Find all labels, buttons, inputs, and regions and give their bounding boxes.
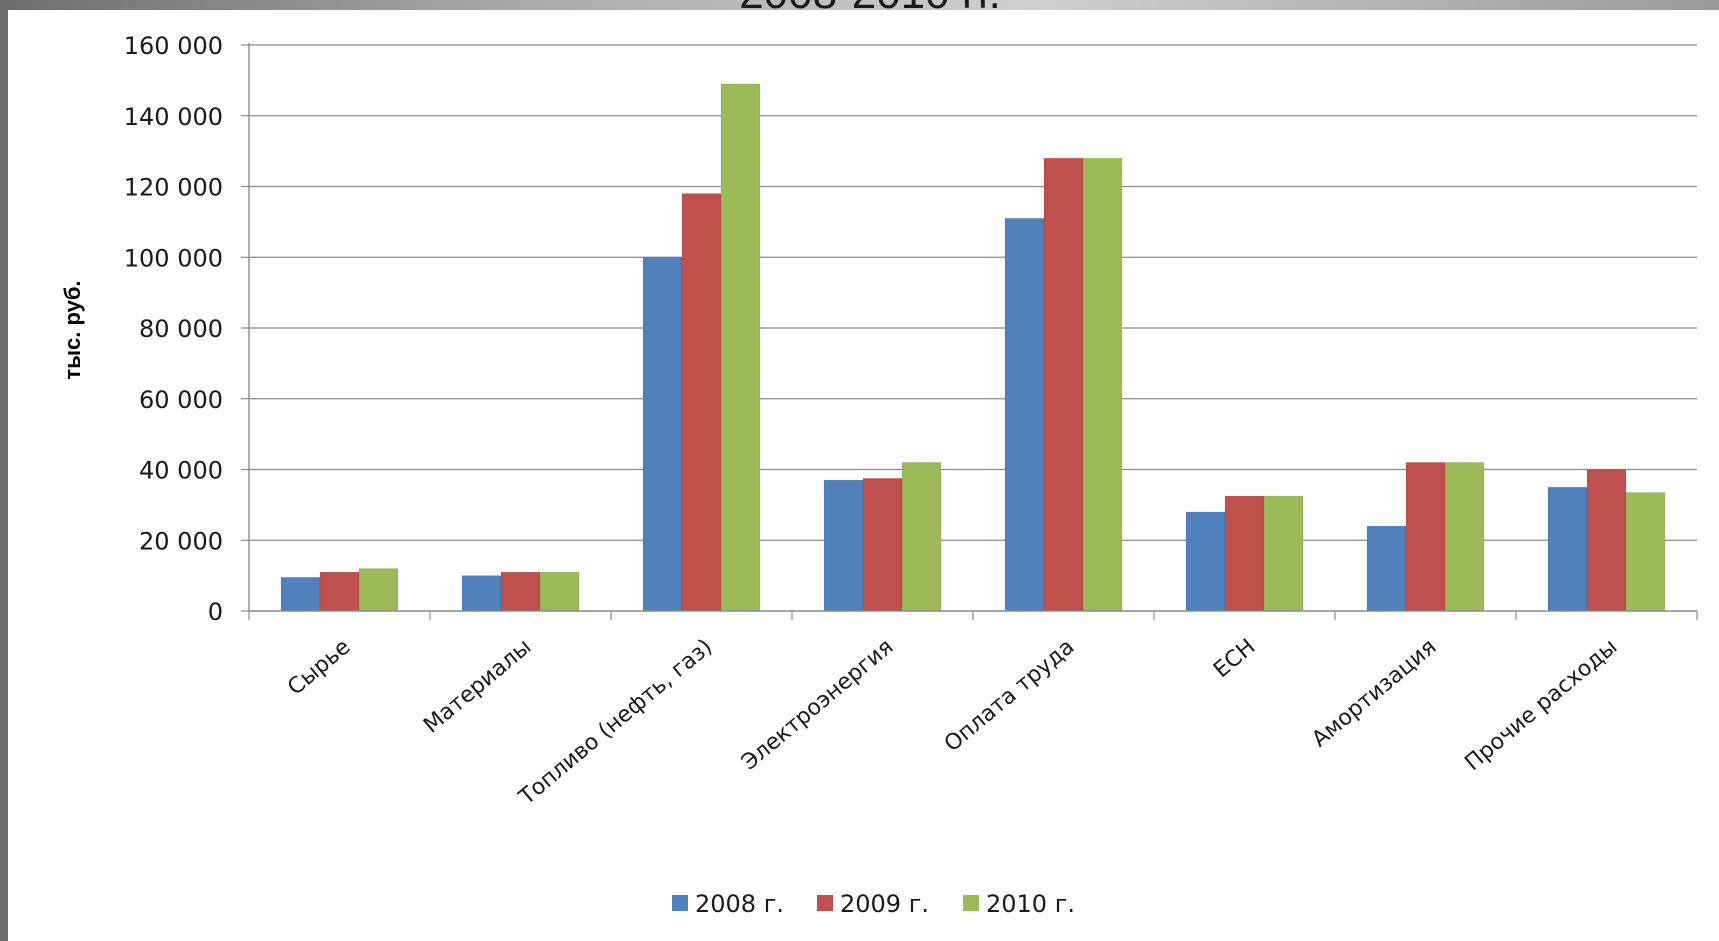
bar [823, 479, 864, 612]
category-label: Сырье [283, 634, 355, 700]
y-axis-ticks: 0 20 000 40 000 60 000 80 000 100 000 120 000 1… [124, 32, 249, 626]
bar [1185, 511, 1226, 612]
category-label: Материалы [419, 634, 536, 738]
y-axis-label: тыс. руб. [60, 280, 85, 379]
bar [358, 568, 399, 612]
bar [1444, 461, 1485, 612]
y-tick-label: 20 000 [139, 527, 223, 555]
y-tick-label: 80 000 [139, 315, 223, 343]
category-label: Электроэнергия [737, 634, 898, 775]
category-label: ЕСН [1209, 634, 1260, 683]
legend: 2008 г. 2009 г. 2010 г. [672, 890, 1075, 918]
chart-title: 2008-2010 гг. [739, 0, 1001, 18]
bar [1043, 157, 1084, 612]
legend-swatch [817, 895, 833, 911]
bar [1082, 157, 1123, 612]
bar [681, 193, 722, 612]
category-label: Амортизация [1307, 634, 1441, 752]
category-label: Оплата труда [940, 634, 1079, 757]
bar [1263, 495, 1304, 612]
bar [1405, 461, 1446, 612]
category-label: Прочие расходы [1460, 634, 1622, 776]
legend-label: 2009 г. [840, 890, 929, 918]
legend-swatch [963, 895, 979, 911]
legend-swatch [672, 895, 688, 911]
category-label: Топливо (нефть, газ) [514, 634, 717, 810]
bar [1004, 217, 1045, 612]
bar [1625, 491, 1666, 612]
y-tick-label: 100 000 [124, 244, 223, 272]
y-tick-label: 140 000 [124, 103, 223, 131]
gridlines [249, 44, 1697, 541]
bar [539, 571, 580, 612]
bar [319, 571, 360, 612]
legend-label: 2010 г. [986, 890, 1075, 918]
bar [720, 83, 761, 612]
bar [642, 256, 683, 612]
bar [500, 571, 541, 612]
axes [248, 43, 1698, 620]
bar [1224, 495, 1265, 612]
y-tick-label: 120 000 [124, 174, 223, 202]
legend-label: 2008 г. [695, 890, 784, 918]
bar [461, 575, 502, 612]
bars [280, 83, 1666, 612]
y-tick-label: 160 000 [124, 32, 223, 60]
bar [1366, 525, 1407, 612]
y-tick-label: 40 000 [139, 457, 223, 485]
bar [1586, 469, 1627, 612]
y-tick-label: 0 [208, 598, 223, 626]
bar [901, 461, 942, 612]
bar [280, 576, 321, 612]
bar [862, 477, 903, 612]
y-tick-label: 60 000 [139, 386, 223, 414]
bar [1547, 486, 1588, 612]
